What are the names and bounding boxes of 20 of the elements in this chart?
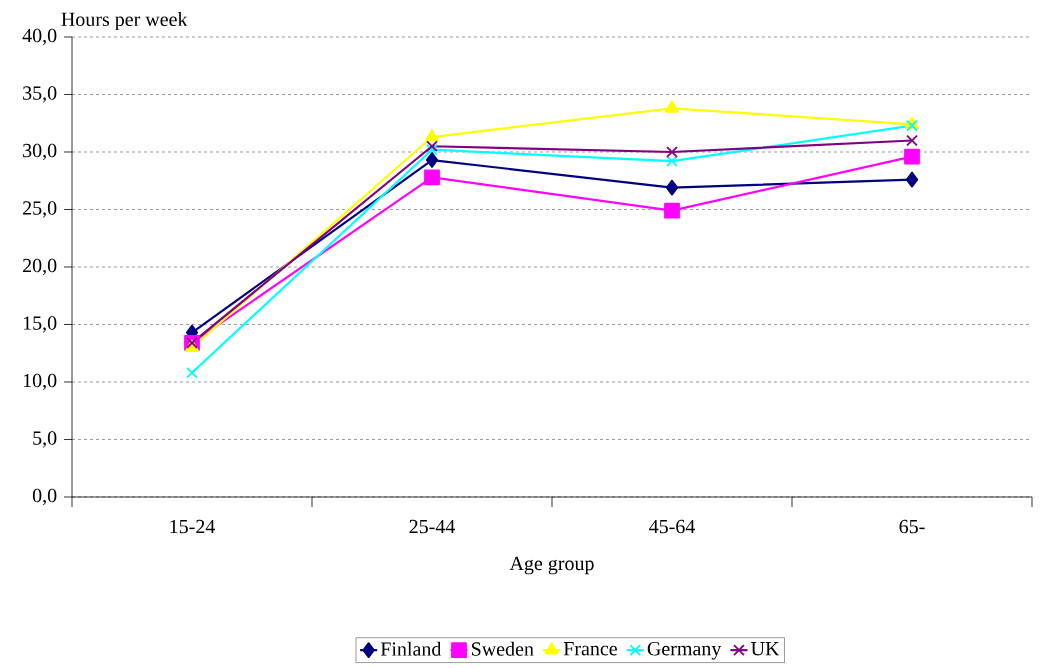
y-tick-label: 25,0 — [23, 201, 57, 218]
y-tick-label: 0,0 — [32, 488, 57, 506]
x-tick-label: 15-24 — [170, 519, 216, 534]
legend-label: France — [563, 642, 617, 656]
x-tick-label: 65- — [899, 519, 925, 534]
y-tick-label: 30,0 — [23, 143, 57, 161]
x-axis-title: Age group — [509, 556, 594, 575]
y-tick-label: 10,0 — [23, 373, 57, 391]
y-tick-label: 5,0 — [33, 431, 57, 448]
x-tick-label: 45-64 — [649, 519, 696, 534]
x-tick-label: 25-44 — [409, 519, 456, 534]
legend-label: Germany — [647, 642, 722, 660]
y-tick-label: 40,0 — [22, 28, 57, 46]
y-tick-label: 20,0 — [23, 258, 57, 276]
y-axis-title: Hours per week — [61, 11, 188, 31]
y-tick-label: 15,0 — [23, 316, 57, 333]
legend-label: Finland — [380, 641, 442, 656]
legend-label: UK — [751, 642, 780, 656]
y-tick-label: 35,0 — [23, 86, 57, 103]
legend-label: Sweden — [471, 641, 534, 656]
